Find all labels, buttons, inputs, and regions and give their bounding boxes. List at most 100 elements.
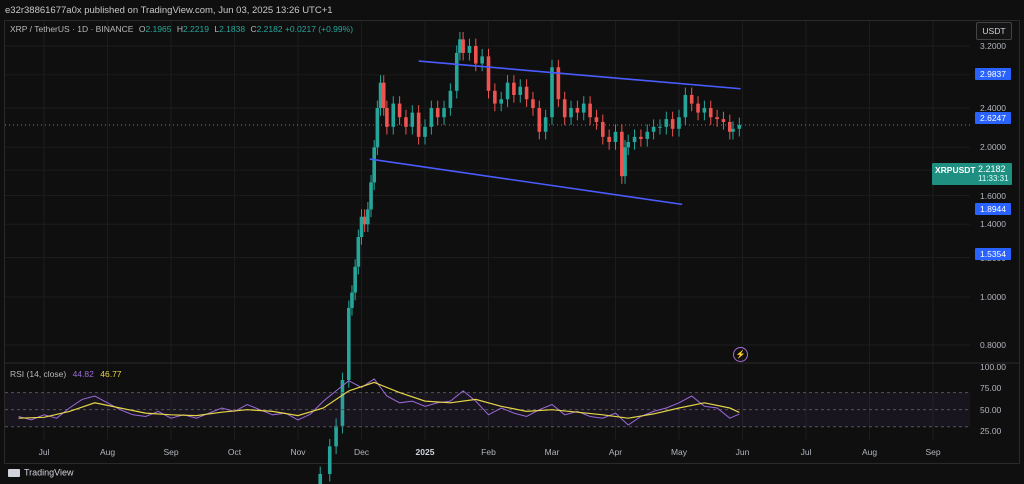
candle-body [537,108,542,132]
candle-body [594,117,599,122]
candle-body [651,126,656,132]
bolt-icon[interactable]: ⚡ [733,347,748,362]
candle-body [353,266,357,293]
candle-body [677,117,681,129]
time-tick-label: Aug [861,447,878,457]
candle-body [385,108,389,127]
candle-body [664,119,669,127]
candle-body [607,136,611,143]
rsi-legend: RSI (14, close) 44.82 46.77 [10,369,122,379]
rsi-tick-label: 25.00 [980,426,1002,436]
chart-frame[interactable] [4,20,1020,464]
candle-body [737,125,742,129]
candle-body [689,94,694,104]
price-tick-label: 2.0000 [980,142,1006,153]
last-price-tag: XRPUSDT 2.2182 11:33:31 [932,163,1012,185]
candle-body [658,126,662,128]
candle-body [356,236,361,267]
candle-body [708,108,713,118]
candle-body [448,90,453,109]
channel-lower-start-badge: 1.8944 [975,203,1011,215]
candle-body [721,119,726,122]
candle-body [550,67,554,118]
low-value: 2.1838 [219,24,246,34]
candle-body [359,216,364,237]
time-tick-label: Apr [608,447,623,457]
candle-body [702,108,707,113]
rsi-line [18,378,740,426]
candle-body [499,99,503,104]
candle-body [404,117,408,127]
open-key: O [138,24,146,34]
published-bar: e32r38861677a0x published on TradingView… [0,0,1024,20]
close-value: 2.2182 [256,24,283,34]
candle-body [524,86,529,100]
time-tick-label: Sep [925,447,941,457]
candle-body [454,52,459,91]
candle-body [381,82,386,109]
candle-body [645,131,650,139]
channel-upper-start-badge: 2.9837 [975,68,1011,80]
candle-body [429,108,434,127]
price-tick-label: 2.4000 [980,103,1006,114]
candle-body [620,131,624,177]
published-text: e32r38861677a0x published on TradingView… [5,5,333,16]
rsi-value: 44.82 [72,369,94,379]
time-tick-label: Jun [735,447,750,457]
candle-body [397,103,402,118]
price-tick-label: 1.4000 [980,219,1006,230]
time-tick-label: Sep [163,447,179,457]
channel-upper-end-badge: 2.6247 [975,112,1011,124]
rsi-ma-line [18,381,740,419]
open-value: 2.1965 [145,24,172,34]
time-tick-label: Aug [99,447,116,457]
candle-body [442,108,446,118]
candle-body [435,108,440,118]
candle-body [467,46,472,53]
candle-body [327,446,332,474]
price-tag-price: 2.2182 [978,164,1006,174]
candle-body [588,103,592,118]
channel-upper-line [418,60,741,90]
price-tag-symbol: XRPUSDT [935,165,976,175]
candle-body [632,136,637,143]
rsi-ma-value: 46.77 [100,369,122,379]
candle-body [350,292,354,308]
rsi-tick-label: 100.00 [980,362,1006,372]
candle-body [731,128,735,132]
candle-body [391,103,396,127]
candle-body [562,99,567,118]
candle-body [626,142,630,148]
high-key: H [176,24,183,34]
candle-body [601,121,605,137]
candle-body [423,126,427,137]
candle-body [581,103,586,113]
time-tick-label: Dec [353,447,370,457]
time-tick-label: Nov [290,447,306,457]
price-tick-label: 1.0000 [980,291,1006,302]
rsi-title: RSI (14, close) [10,369,67,379]
candle-body [715,117,719,120]
change-value: +0.0217 (+0.99%) [284,24,354,34]
candle-body [369,182,373,210]
candle-body [340,380,345,426]
candle-body [556,67,561,100]
low-key: L [214,24,220,34]
candle-body [347,307,351,381]
time-tick-label: Jul [800,447,812,457]
candle-body [486,56,491,91]
time-tick-label: Oct [227,447,242,457]
candle-body [518,86,523,95]
currency-unit-button[interactable]: USDT [976,22,1012,40]
brand-name: TradingView [24,467,74,478]
candle-body [569,108,573,118]
candle-body [543,117,548,132]
candle-body [416,112,421,137]
rsi-tick-label: 75.00 [980,383,1002,394]
symbol-legend: XRP / TetherUS · 1D · BINANCE O2.1965 H 2… [10,24,353,34]
symbol-title: XRP / TetherUS · 1D · BINANCE [10,24,134,34]
candle-body [461,39,465,53]
price-tag-countdown: 11:33:31 [978,174,1009,183]
candle-body [366,209,370,225]
